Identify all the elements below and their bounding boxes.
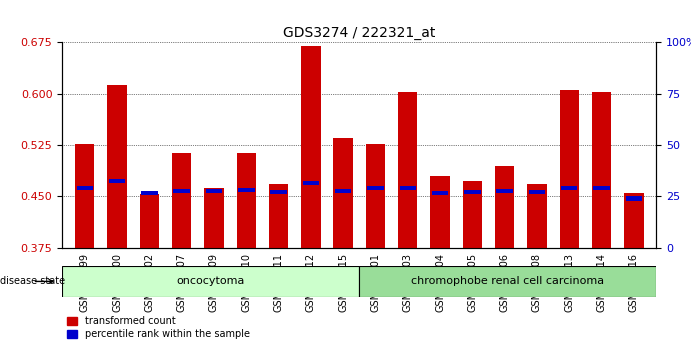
Text: chromophobe renal cell carcinoma: chromophobe renal cell carcinoma (411, 276, 605, 286)
Bar (236, 153, 256, 248)
Bar (592, 92, 612, 248)
Bar (464, 190, 481, 194)
Bar (335, 189, 352, 193)
Bar (398, 92, 417, 248)
Bar (463, 181, 482, 248)
Bar (172, 153, 191, 248)
Text: oncocytoma: oncocytoma (177, 276, 245, 286)
Bar (269, 184, 288, 248)
FancyBboxPatch shape (359, 266, 656, 297)
Legend: transformed count, percentile rank within the sample: transformed count, percentile rank withi… (67, 316, 249, 339)
Bar (560, 90, 579, 248)
Bar (77, 185, 93, 190)
Bar (173, 189, 190, 193)
Bar (561, 186, 578, 190)
Bar (205, 188, 224, 248)
Bar (141, 191, 158, 195)
Bar (529, 190, 545, 194)
Bar (206, 189, 223, 193)
Bar (624, 193, 643, 248)
Bar (334, 138, 353, 248)
Bar (432, 191, 448, 195)
Bar (367, 185, 384, 190)
Bar (303, 181, 319, 185)
Bar (140, 194, 159, 248)
Bar (109, 179, 125, 183)
Bar (625, 196, 642, 201)
Bar (527, 184, 547, 248)
Title: GDS3274 / 222321_at: GDS3274 / 222321_at (283, 26, 435, 40)
Bar (430, 176, 450, 248)
Bar (366, 144, 385, 248)
Bar (107, 85, 126, 248)
Bar (75, 144, 95, 248)
Bar (495, 166, 514, 248)
Text: disease state: disease state (0, 276, 65, 286)
Bar (270, 190, 287, 194)
Bar (301, 46, 321, 248)
FancyBboxPatch shape (62, 266, 359, 297)
Bar (594, 186, 609, 190)
Bar (238, 188, 254, 192)
Bar (496, 189, 513, 193)
Bar (399, 186, 416, 190)
